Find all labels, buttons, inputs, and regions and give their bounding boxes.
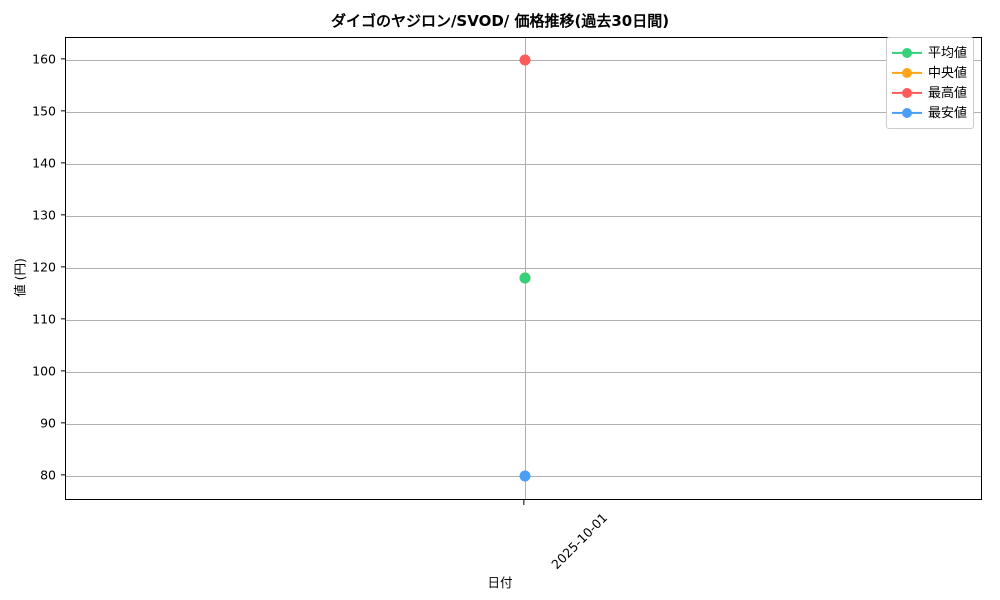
y-tick-label: 100 — [32, 363, 56, 379]
legend-marker-average — [892, 47, 922, 59]
y-tick-mark — [61, 422, 66, 424]
legend-item-max: 最高値 — [892, 83, 967, 103]
y-tick-mark — [61, 318, 66, 320]
y-tick-label: 160 — [32, 51, 56, 67]
legend-label-min: 最安値 — [928, 105, 968, 121]
legend-item-min: 最安値 — [892, 103, 967, 123]
y-tick-label: 80 — [40, 467, 56, 483]
gridline-horizontal — [66, 268, 981, 269]
gridline-horizontal — [66, 164, 981, 165]
y-tick-label: 150 — [32, 103, 56, 119]
chart-title: ダイゴのヤジロン/SVOD/ 価格推移(過去30日間) — [330, 12, 670, 30]
plot-area — [65, 37, 982, 500]
y-tick-mark — [61, 162, 66, 164]
y-tick-mark — [61, 110, 66, 112]
data-point-max — [519, 54, 531, 66]
y-tick-mark — [61, 214, 66, 216]
gridline-vertical — [525, 38, 526, 499]
gridline-horizontal — [66, 372, 981, 373]
legend-label-max: 最高値 — [928, 85, 968, 101]
y-tick-mark — [61, 266, 66, 268]
y-tick-label: 130 — [32, 207, 56, 223]
data-point-average — [519, 272, 531, 284]
legend-marker-min — [892, 107, 922, 119]
gridline-horizontal — [66, 112, 981, 113]
y-axis-label: 値 (円) — [12, 258, 28, 297]
y-tick-label: 140 — [32, 155, 56, 171]
y-tick-label: 120 — [32, 259, 56, 275]
y-tick-mark — [61, 58, 66, 60]
y-tick-label: 90 — [40, 415, 56, 431]
legend-label-average: 平均値 — [928, 45, 968, 61]
legend-item-median: 中央値 — [892, 63, 967, 83]
x-tick-mark — [523, 500, 525, 505]
gridline-horizontal — [66, 424, 981, 425]
data-point-min — [519, 470, 531, 482]
legend-label-median: 中央値 — [928, 65, 968, 81]
legend-item-average: 平均値 — [892, 43, 967, 63]
y-tick-mark — [61, 370, 66, 372]
chart-legend: 平均値 中央値 最高値 最安値 — [886, 37, 975, 129]
legend-marker-max — [892, 87, 922, 99]
gridline-horizontal — [66, 216, 981, 217]
x-axis-label: 日付 — [487, 575, 513, 590]
y-tick-mark — [61, 474, 66, 476]
y-tick-label: 110 — [32, 311, 56, 327]
legend-marker-median — [892, 67, 922, 79]
x-tick-label: 2025-10-01 — [548, 510, 611, 572]
gridline-horizontal — [66, 320, 981, 321]
